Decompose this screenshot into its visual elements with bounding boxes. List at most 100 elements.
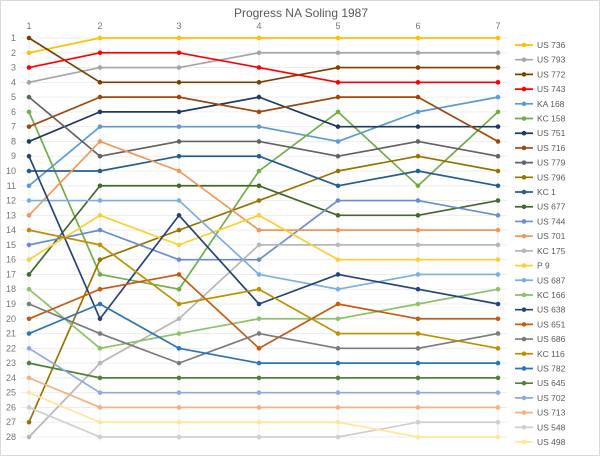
y-axis-tick: 28 [6, 432, 16, 442]
series-marker-KC-1 [26, 168, 32, 174]
series-marker-US-782 [97, 301, 103, 307]
series-marker-US-702 [415, 390, 421, 395]
x-axis-tick: 6 [415, 21, 420, 31]
series-marker-KA-168 [26, 183, 32, 189]
series-marker-US-498 [335, 419, 341, 425]
series-marker-US-498 [97, 419, 103, 425]
y-axis-tick: 18 [6, 284, 16, 294]
series-marker-US-701 [495, 227, 501, 233]
series-marker-US-782 [495, 360, 501, 366]
series-marker-KA-168 [256, 124, 262, 129]
legend-label: US 702 [537, 393, 566, 403]
legend-item-US-651: US 651 [515, 319, 566, 329]
y-axis-tick: 26 [6, 402, 16, 412]
legend-item-KC-1: KC 1 [515, 187, 556, 197]
series-marker-US-744 [176, 257, 182, 262]
series-marker-US-651 [335, 301, 341, 307]
series-marker-US-687 [256, 272, 262, 277]
series-marker-US-687 [26, 198, 32, 203]
series-marker-US-743 [415, 80, 421, 85]
series-marker-US-677 [176, 183, 182, 189]
x-axis-tick: 4 [256, 21, 261, 31]
series-marker-P-9 [176, 242, 182, 248]
series-marker-KC-116 [335, 331, 341, 336]
series-line-US-716 [28, 96, 499, 143]
series-marker-US-687 [335, 286, 341, 292]
series-marker-KC-158 [495, 109, 501, 115]
legend-item-US-548: US 548 [515, 422, 566, 432]
series-marker-US-713 [97, 405, 103, 410]
legend-marker-swatch [521, 424, 527, 430]
y-axis-tick: 10 [6, 166, 16, 176]
series-marker-KC-116 [256, 286, 262, 292]
y-axis-tick: 7 [11, 122, 16, 132]
series-marker-KC-1 [97, 168, 103, 174]
series-marker-KC-1 [335, 183, 341, 189]
legend-marker-swatch [521, 233, 527, 239]
legend-item-P-9: P 9 [515, 261, 550, 271]
legend-item-KC-175: KC 175 [515, 246, 566, 256]
series-marker-KC-158 [176, 286, 182, 292]
series-marker-KC-166 [97, 346, 103, 351]
y-axis-tick: 15 [6, 240, 16, 250]
series-marker-US-548 [415, 419, 421, 425]
legend-item-US-736: US 736 [515, 40, 566, 50]
series-marker-US-645 [335, 375, 341, 381]
series-marker-KA-168 [97, 124, 103, 129]
legend-item-KC-116: KC 116 [515, 349, 565, 359]
series-marker-US-779 [256, 139, 262, 144]
series-marker-US-687 [415, 272, 421, 277]
series-marker-US-782 [415, 360, 421, 366]
series-marker-KC-1 [415, 168, 421, 174]
legend-label: US 779 [537, 158, 566, 168]
series-line-US-645 [28, 362, 498, 379]
series-marker-US-793 [335, 50, 341, 56]
legend-label: US 743 [537, 84, 566, 94]
legend-marker-swatch [521, 145, 527, 151]
series-marker-US-751 [97, 109, 103, 115]
series-marker-KC-116 [176, 301, 182, 307]
series-marker-US-701 [97, 139, 103, 144]
series-marker-US-716 [176, 94, 182, 100]
series-marker-US-701 [415, 227, 421, 233]
series-marker-US-651 [415, 316, 421, 322]
series-marker-US-713 [26, 375, 32, 381]
y-axis-tick: 19 [6, 299, 16, 309]
series-marker-US-782 [335, 360, 341, 366]
legend-marker-swatch [521, 57, 527, 63]
legend-marker-swatch [521, 292, 527, 298]
legend-marker-swatch [521, 189, 527, 195]
y-axis-tick: 13 [6, 210, 16, 220]
legend-label: US 701 [537, 231, 566, 241]
series-marker-US-702 [26, 346, 32, 351]
series-marker-US-651 [256, 346, 262, 351]
series-marker-US-736 [415, 35, 421, 41]
y-axis-tick: 11 [7, 181, 16, 191]
series-marker-US-702 [256, 390, 262, 395]
series-marker-KC-1 [256, 153, 262, 159]
series-marker-US-687 [495, 272, 501, 277]
series-marker-P-9 [415, 257, 421, 262]
legend-item-US-713: US 713 [515, 408, 566, 418]
legend-item-US-687: US 687 [515, 275, 566, 285]
series-marker-US-744 [256, 257, 262, 262]
series-marker-US-677 [495, 198, 501, 203]
series-marker-KC-158 [256, 168, 262, 174]
legend-marker-swatch [521, 248, 527, 254]
series-marker-KA-168 [176, 124, 182, 129]
legend-label: US 686 [537, 334, 566, 344]
series-marker-US-645 [97, 375, 103, 381]
legend-marker-swatch [521, 130, 527, 136]
legend-label: US 548 [537, 422, 566, 432]
series-marker-US-796 [97, 257, 103, 262]
series-marker-KA-168 [495, 94, 501, 100]
series-marker-US-548 [97, 434, 103, 440]
series-marker-KC-175 [97, 360, 103, 366]
series-marker-US-751 [335, 124, 341, 129]
series-marker-KC-166 [176, 331, 182, 336]
series-marker-US-743 [26, 65, 32, 70]
series-marker-US-751 [176, 109, 182, 115]
series-marker-US-772 [415, 65, 421, 70]
series-marker-US-702 [97, 390, 103, 395]
series-marker-US-701 [335, 227, 341, 233]
